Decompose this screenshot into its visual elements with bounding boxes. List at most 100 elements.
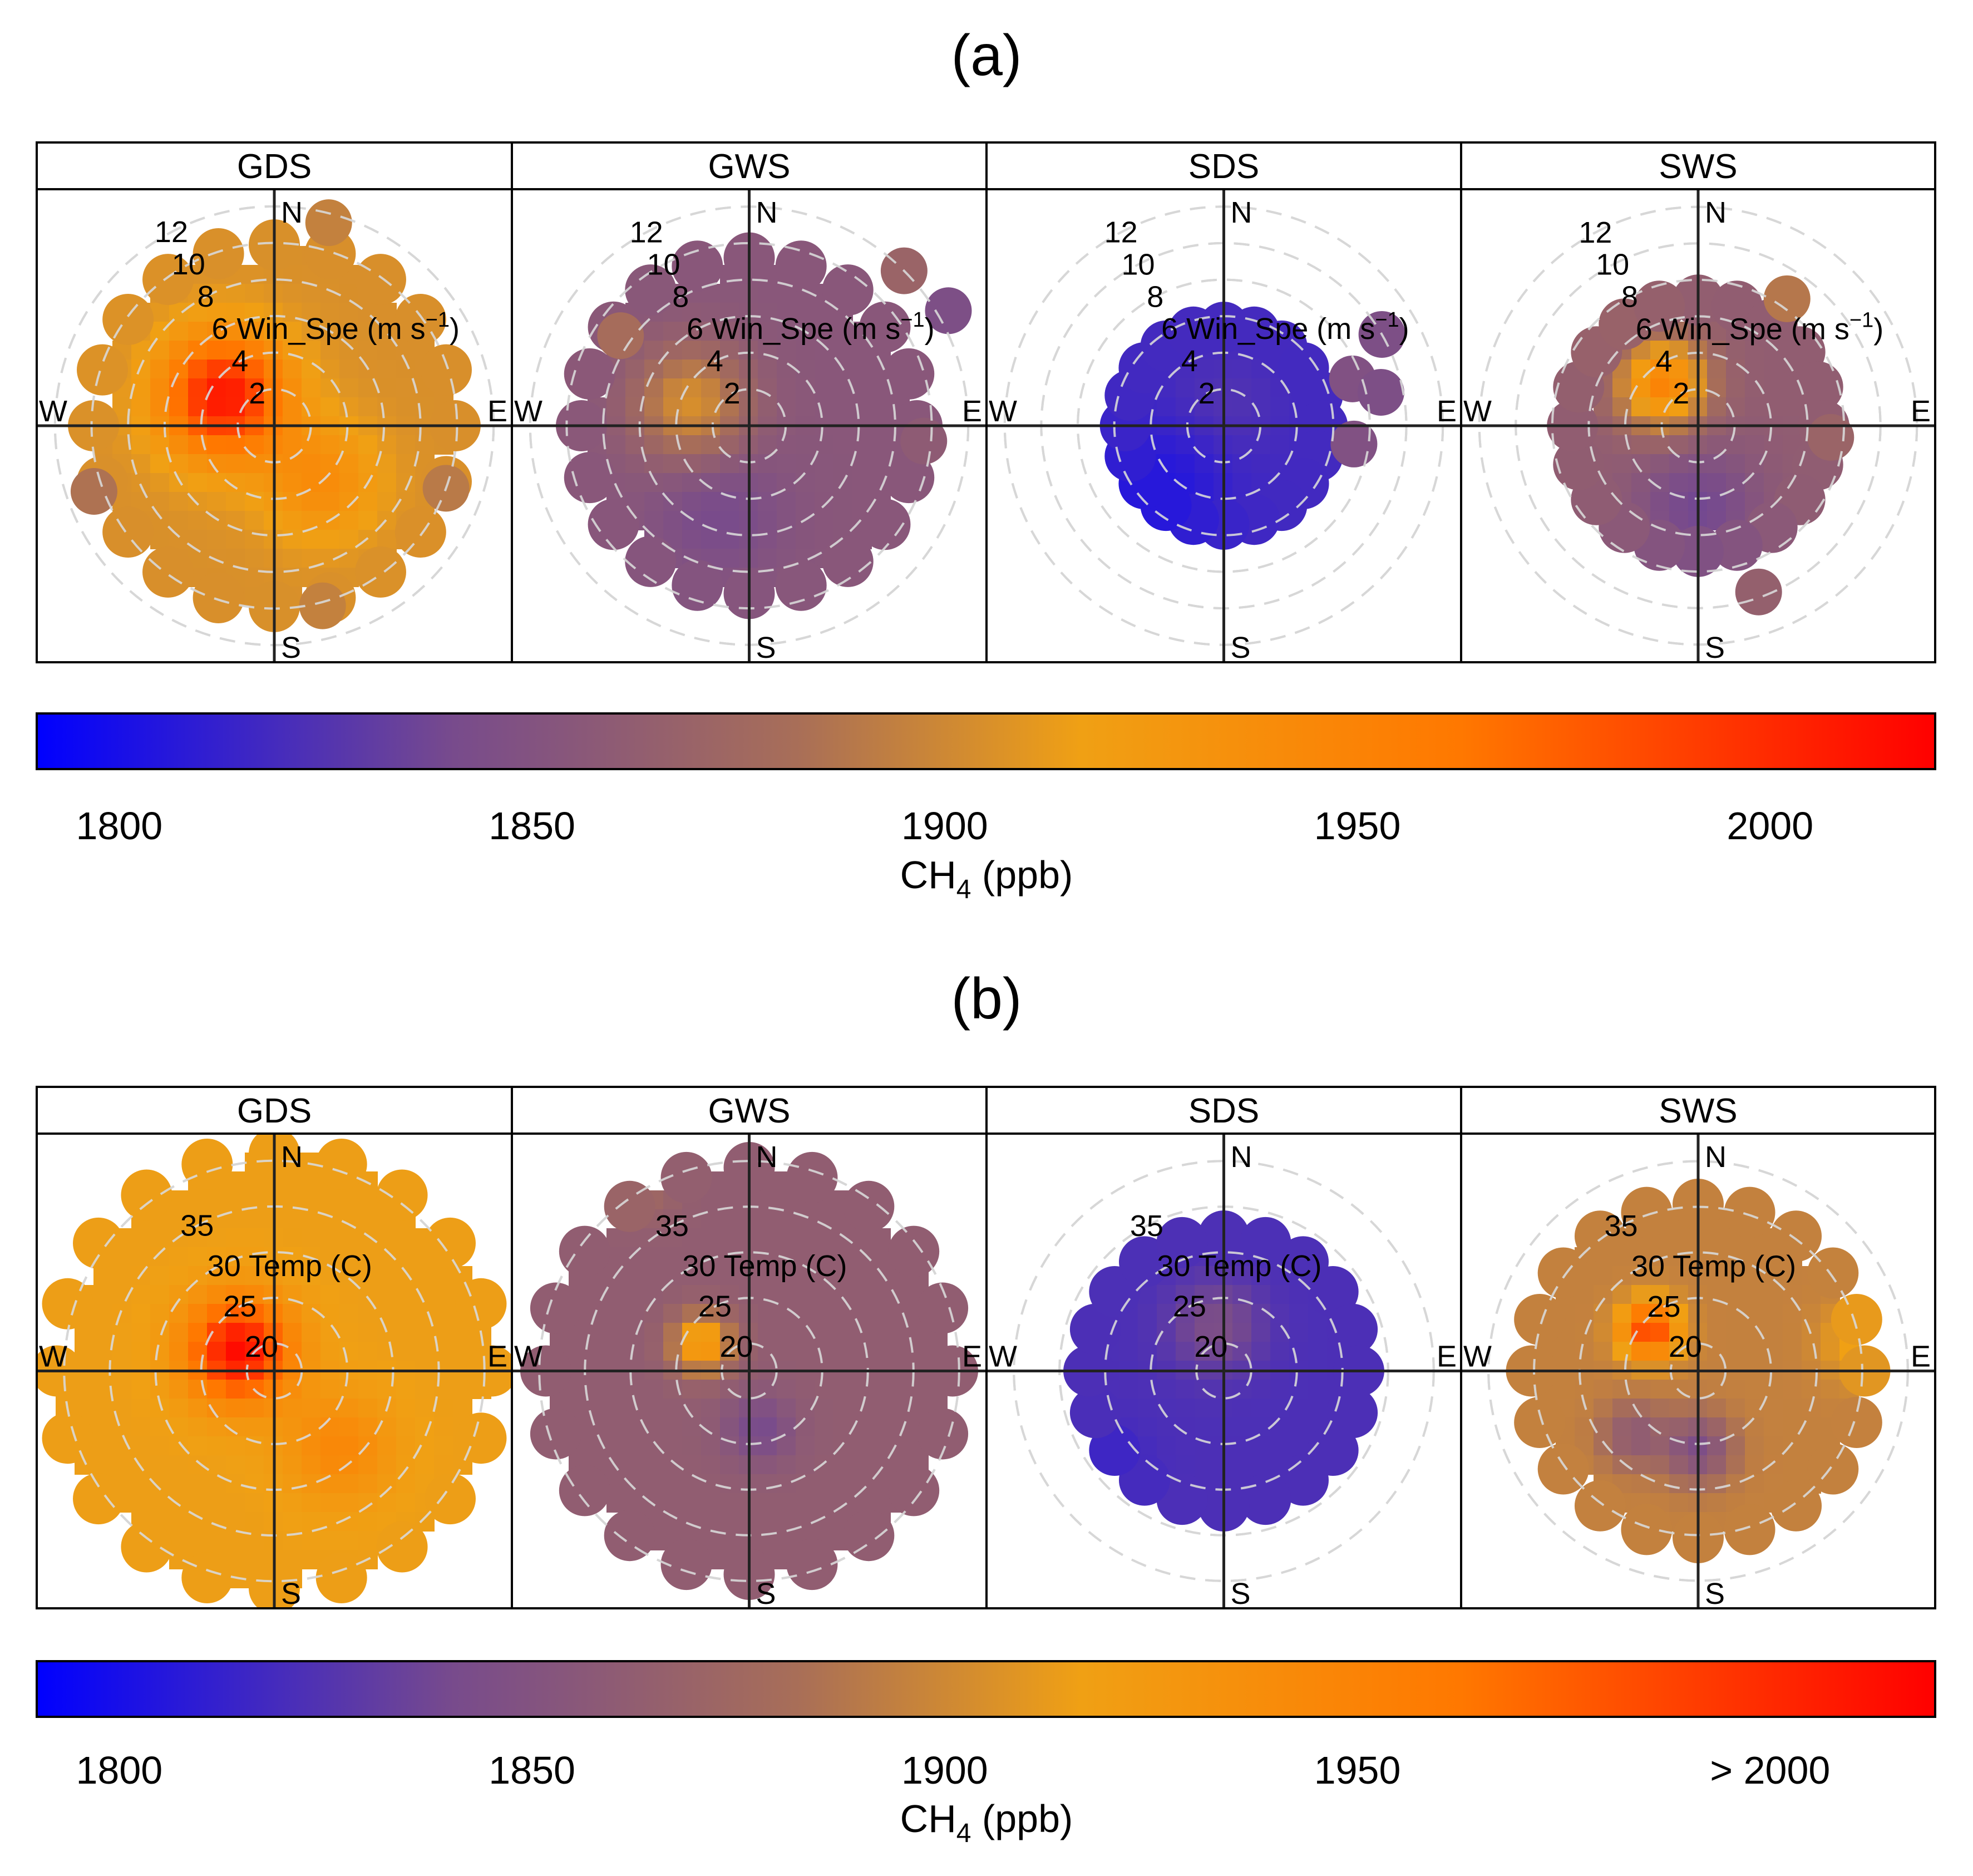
edge-blob [1307,1266,1359,1317]
compass-e: E [962,395,982,428]
edge-blob [455,1278,507,1330]
radial-tick-label: 10 [1121,248,1155,281]
edge-blob [859,499,911,550]
radial-tick-label: 10 [647,248,680,281]
edge-blob [1831,1293,1882,1345]
radial-tick-label: 20 [245,1330,278,1363]
edge-blob [843,1510,895,1562]
heat-field [68,199,481,632]
edge-blob [564,452,615,504]
compass-n: N [756,196,778,229]
colorbar-tick-label: 1900 [901,804,988,848]
radial-tick-label: 12 [630,215,663,249]
edge-blob [1089,1425,1141,1476]
heat-field [1547,274,1854,616]
edge-blob [394,506,446,558]
data-blob [900,417,948,465]
radial-tick-label: 2 [1673,377,1689,410]
radial-tick-label: 2 [724,377,741,410]
edge-blob [775,559,827,611]
edge-blob [625,264,677,316]
edge-blob [917,1282,969,1334]
edge-blob [42,1412,93,1464]
radial-tick-label: 35 [655,1209,689,1243]
radial-tick-label: 10 [172,248,205,281]
radial-tick-label: 20 [1194,1330,1227,1363]
compass-s: S [756,631,776,664]
heat-field [520,1142,978,1600]
edge-blob [1167,306,1219,358]
strip-label: SWS [1659,1092,1737,1130]
panel-border [1460,1133,1936,1609]
edge-blob [1277,1454,1329,1506]
edge-blob [604,1510,655,1562]
heat-field [37,1134,512,1608]
edge-blob [559,1465,610,1516]
colorbar-tick-label: 2000 [1727,804,1813,848]
edge-blob [625,535,677,587]
radial-tick-label: 8 [1621,280,1638,314]
compass-s: S [281,631,301,664]
edge-blob [1156,1217,1208,1268]
edge-blob [786,1539,838,1591]
edge-blob [888,1225,940,1277]
radial-tick-label: 35 [1605,1209,1638,1243]
heat-field [1063,1210,1384,1532]
edge-blob [1724,1504,1775,1555]
colorbar [36,712,1936,770]
strip [985,141,1462,190]
radial-tick-label: 12 [1579,216,1612,249]
compass-e: E [1437,395,1457,428]
compass-n: N [1231,1140,1252,1174]
data-blob [1357,368,1404,416]
edge-blob [73,1473,125,1525]
edge-blob [376,1521,428,1573]
colorbar-tick-label: 1800 [76,804,162,848]
compass-s: S [756,1577,776,1611]
edge-blob [424,1217,476,1269]
edge-blob [376,1169,428,1221]
edge-blob [1711,519,1763,571]
radial-tick-label: 4 [231,344,248,378]
panel-sws: N S W E 35 25 20 30 Temp (C) SWS [1460,1086,1936,1611]
edge-blob [1240,1217,1291,1268]
strip-label: GDS [237,1092,312,1130]
edge-blob [121,1169,172,1221]
colorbar-tick-label: 1850 [489,804,575,848]
edge-blob [530,1408,581,1460]
compass-w: W [1463,395,1492,428]
edge-blob [917,1408,969,1460]
colorbar-tick-label: 1950 [1314,1749,1401,1792]
edge-blob [859,301,911,353]
data-blob [305,199,352,247]
edge-blob [672,240,723,292]
radial-tick-label: 2 [1198,377,1215,410]
edge-blob [822,264,874,316]
edge-blob [1537,1247,1589,1299]
edge-blob [843,1180,895,1232]
edge-blob [354,546,406,598]
compass-n: N [281,196,303,229]
strip-label: GDS [237,147,312,186]
edge-blob [604,1180,655,1232]
colorbar-tick-label: 1950 [1314,804,1401,848]
radial-tick-label: 8 [672,280,689,313]
edge-blob [1514,1293,1566,1345]
edge-blob [121,1521,172,1573]
chart-title: (a) [951,23,1022,88]
radial-tick-label: 2 [249,377,265,410]
radial-variable-label: 30 Temp (C) [208,1249,372,1283]
panel-border [1460,188,1936,663]
radial-tick-label: 12 [155,215,188,249]
radial-tick-label: 12 [1104,215,1138,249]
edge-blob [672,559,723,611]
radial-tick-label: 8 [198,280,214,313]
compass-e: E [1911,395,1931,428]
edge-blob [559,1225,610,1277]
radial-tick-label: 25 [1647,1290,1680,1323]
edge-blob [883,348,935,400]
radial-variable-label: 30 Temp (C) [1157,1249,1321,1283]
